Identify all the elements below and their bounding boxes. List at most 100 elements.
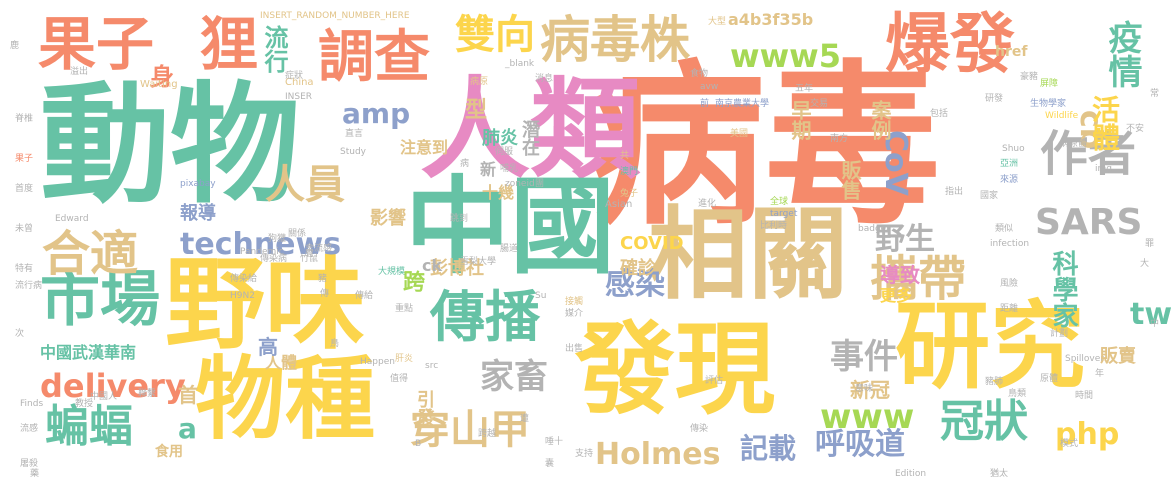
word-cloud-word: 家畜 [480,360,548,394]
word-cloud-word: 發現 [575,320,775,420]
word-cloud-word: 冠狀 [940,400,1028,444]
word-cloud-word: 病原 [470,78,488,87]
word-cloud-word: 團 [535,180,544,189]
word-cloud-word: 大型 [708,18,726,27]
word-cloud-word: 囊 [545,460,554,469]
word-cloud-word: 南京農業大學 [715,100,769,109]
word-cloud-word: COVID [620,235,684,253]
word-cloud-word: 五年 [795,85,813,94]
word-cloud-word: 潛在 [520,120,538,156]
word-cloud-word: 引發 [415,390,433,426]
word-cloud-word: 出售 [565,345,583,354]
word-cloud-word: 比利時 [760,222,787,231]
word-cloud-word: 重點 [395,305,413,314]
word-cloud-word: 鹿 [10,42,19,51]
word-cloud-word: 果子 [15,155,33,164]
word-cloud-word: 藥 [30,470,39,479]
word-cloud-word: Spillover [1065,355,1104,364]
word-cloud-word: avw [700,83,718,92]
word-cloud-word: 病 [460,160,469,169]
word-cloud-word: 常 [1150,90,1159,99]
word-cloud-word: INSERT_RANDOM_NUMBER_HERE [260,12,410,21]
word-cloud-word: 事件 [830,340,898,374]
word-cloud-word: 中 [1150,320,1159,329]
word-cloud-word: 相關 [648,205,848,305]
word-cloud-word: B [415,440,421,449]
word-cloud-word: 來源 [1000,176,1018,185]
word-cloud-word: 年 [1095,370,1104,379]
word-cloud-word: href [995,45,1027,59]
word-cloud-word: 狗獾 [268,235,286,244]
word-cloud-word: 罪 [1145,240,1154,249]
word-cloud-word: Wildlife [1045,112,1078,121]
word-cloud-word: 唾十 [545,438,563,447]
word-cloud-word: 人員 [265,165,345,205]
word-cloud-word: 媒介 [565,310,583,319]
word-cloud-word: 意味 [855,385,873,394]
word-cloud-word: zoneid [505,180,535,189]
word-cloud-word: src [425,362,438,371]
word-cloud-word: 未曾 [15,225,33,234]
word-cloud-word: 脊椎 [15,115,33,124]
word-cloud-word: 肺炎 [482,130,518,148]
word-cloud-word: 進化 [698,200,716,209]
word-cloud-word: 傳染 [690,425,708,434]
word-cloud-word: SARS [1035,205,1142,241]
word-cloud-word: 活體 [1090,95,1118,151]
word-cloud-word: 影響 [370,210,406,228]
word-cloud-word: 消息 [535,75,553,84]
word-cloud-word: 流感 [20,425,38,434]
word-cloud-word: target [770,210,797,219]
word-cloud-word: 食物 [690,70,708,79]
word-cloud-word: Finds [20,400,43,409]
word-cloud-word: 傳給 [355,292,373,301]
word-cloud-word: 確診 [620,260,656,278]
word-cloud-word: 流行 [262,25,286,73]
word-cloud-word: 記載 [740,435,796,463]
word-cloud-word: 省 [305,250,314,259]
word-cloud-word: Holmes [595,440,720,470]
word-cloud-word: 屏障 [1040,80,1058,89]
word-cloud-word: 評估 [705,377,723,386]
word-cloud-word: 豬 [318,275,327,284]
word-cloud-word: 聯繫 [138,390,156,399]
word-cloud-word: 鳥類 [1008,390,1026,399]
word-cloud-word: Asian [605,200,632,210]
word-cloud-word: 疫情 [1105,20,1139,88]
word-cloud-word: 特有 [15,265,33,274]
word-cloud-word: www5 [730,40,841,72]
word-cloud-word: 導致 [880,265,920,285]
word-cloud-word: 中國武漢華南 [40,345,136,361]
word-cloud-word: 注意到 [400,140,448,156]
word-cloud-word: 類似 [995,225,1013,234]
word-cloud-word: 距離 [1000,305,1018,314]
word-cloud-word: 不安 [1126,125,1144,134]
word-cloud-word: badger [858,225,890,234]
word-cloud-word: 兔子 [620,190,638,199]
word-cloud-word: 研發 [985,95,1003,104]
word-cloud-word: 蝙蝠 [45,405,133,449]
word-cloud-word: 高 [258,337,278,357]
word-cloud-word: amp [342,100,410,128]
word-cloud-word: 支持 [575,450,593,459]
word-cloud-word: 原體 [1040,375,1058,384]
word-cloud-word: Shuo [1002,145,1025,154]
word-cloud-word: 合適 [42,230,138,278]
word-cloud-word: 前 [700,100,709,109]
word-cloud-word: 更多 [880,288,912,304]
word-cloud-word: 指出 [945,188,963,197]
word-cloud-word: Su [535,292,546,301]
word-cloud-word: 調查 [318,30,430,86]
word-cloud-word: 傳播 [430,290,540,345]
word-cloud-word: 接觸 [565,298,583,307]
word-cloud-word: 新 [480,162,496,178]
word-cloud-word: 食用 [155,445,183,459]
word-cloud-word: 型 [465,100,487,122]
word-cloud-word: 猶太 [990,470,1008,479]
word-cloud-word: 美國 [730,130,748,139]
word-cloud-word: 果子 [38,15,154,73]
word-cloud-word: 呼吸道 [815,430,905,460]
word-cloud-word: 病原體 [1060,140,1087,149]
word-cloud-word: 南方 [830,135,848,144]
